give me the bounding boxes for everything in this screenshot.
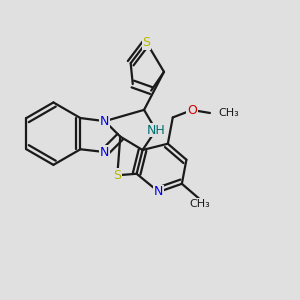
Text: N: N bbox=[100, 146, 110, 159]
Text: N: N bbox=[154, 185, 164, 198]
Text: S: S bbox=[142, 36, 150, 49]
Text: S: S bbox=[113, 169, 121, 182]
Text: CH₃: CH₃ bbox=[190, 199, 210, 209]
Text: NH: NH bbox=[147, 124, 165, 136]
Text: N: N bbox=[100, 115, 110, 128]
Text: CH₃: CH₃ bbox=[219, 108, 240, 118]
Text: O: O bbox=[187, 103, 197, 116]
